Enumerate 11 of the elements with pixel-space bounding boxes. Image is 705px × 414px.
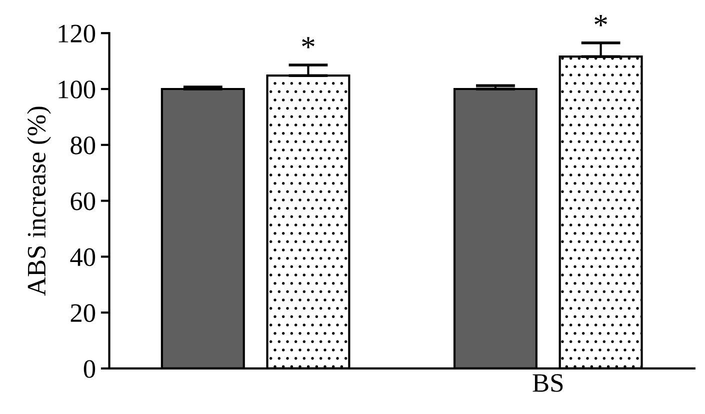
y-axis-title: ABS increase (%) — [27, 106, 51, 296]
y-tick-label: 80 — [70, 136, 96, 154]
annotation: * — [302, 37, 314, 48]
y-tick-label: 40 — [70, 248, 96, 266]
y-tick-label: 60 — [70, 192, 96, 210]
y-tick-label: 0 — [84, 360, 96, 378]
x-tick-label: BS — [532, 374, 563, 392]
y-tick-label: 100 — [58, 80, 96, 98]
y-tick-label: 20 — [70, 304, 96, 322]
text: * — [594, 14, 607, 26]
y-tick-label: 120 — [58, 24, 96, 43]
